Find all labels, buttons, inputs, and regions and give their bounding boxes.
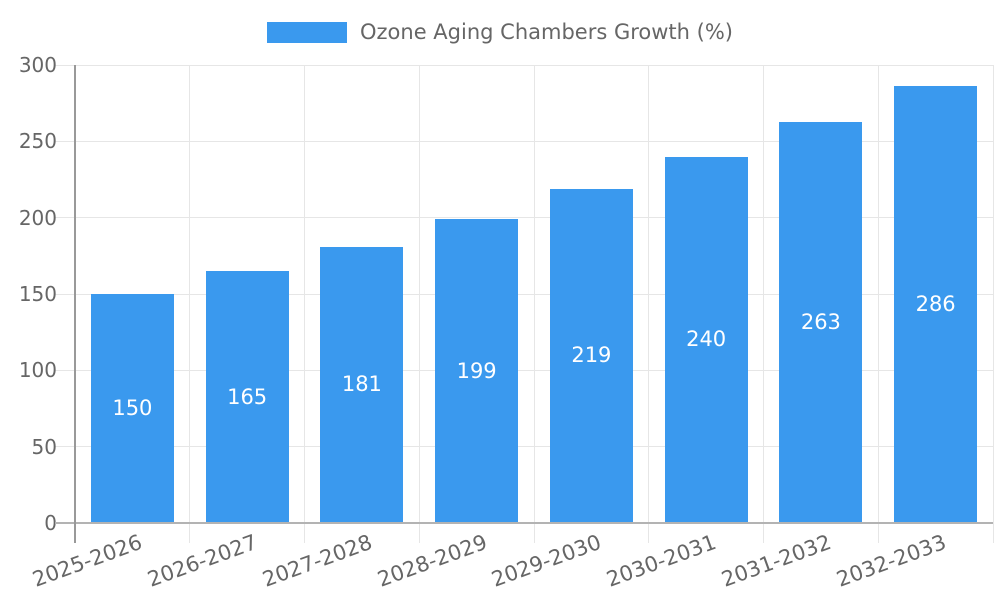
y-tick-label: 0 [44, 511, 57, 535]
bar-value-label: 240 [686, 327, 727, 352]
y-tick-label: 100 [18, 358, 57, 383]
bar[interactable]: 219 [549, 188, 633, 523]
y-gridline [55, 140, 993, 142]
bar[interactable]: 240 [664, 156, 748, 523]
chart-legend[interactable]: Ozone Aging Chambers Growth (%) [0, 20, 1000, 44]
legend-swatch [267, 21, 347, 43]
x-gridline [992, 65, 994, 543]
x-gridline [189, 65, 191, 543]
bar-value-label: 165 [227, 384, 268, 409]
y-gridline [55, 217, 993, 219]
x-gridline [877, 65, 879, 543]
x-gridline [533, 65, 535, 543]
y-tick-label: 50 [31, 434, 57, 459]
bar-value-label: 181 [341, 372, 382, 397]
y-gridline [55, 446, 993, 448]
plot-area: 150 165 181 199 219 240 263 286 [55, 64, 994, 543]
x-axis-line [55, 522, 993, 524]
bar[interactable]: 199 [435, 219, 519, 523]
legend-label: Ozone Aging Chambers Growth (%) [360, 20, 733, 44]
y-gridline [55, 293, 993, 295]
y-tick-label: 250 [18, 129, 57, 154]
y-gridline [55, 64, 993, 66]
bar-value-label: 150 [112, 396, 153, 420]
bar[interactable]: 181 [320, 246, 404, 523]
bar[interactable]: 286 [894, 86, 978, 523]
bar-value-label: 199 [456, 358, 497, 383]
x-gridline [763, 65, 764, 543]
y-tick-label: 200 [18, 205, 57, 230]
bar[interactable]: 263 [779, 121, 863, 523]
x-gridline [304, 65, 305, 543]
bar-value-label: 219 [571, 343, 612, 368]
y-axis-line [74, 65, 76, 543]
y-tick-label: 300 [18, 53, 57, 77]
bar[interactable]: 150 [90, 294, 174, 523]
x-gridline [648, 65, 650, 543]
y-gridline [55, 369, 993, 371]
bar-value-label: 286 [915, 292, 956, 317]
bar-value-label: 263 [800, 309, 841, 334]
x-gridline [418, 65, 420, 543]
y-tick-label: 150 [18, 282, 57, 306]
bar[interactable]: 165 [205, 271, 289, 523]
